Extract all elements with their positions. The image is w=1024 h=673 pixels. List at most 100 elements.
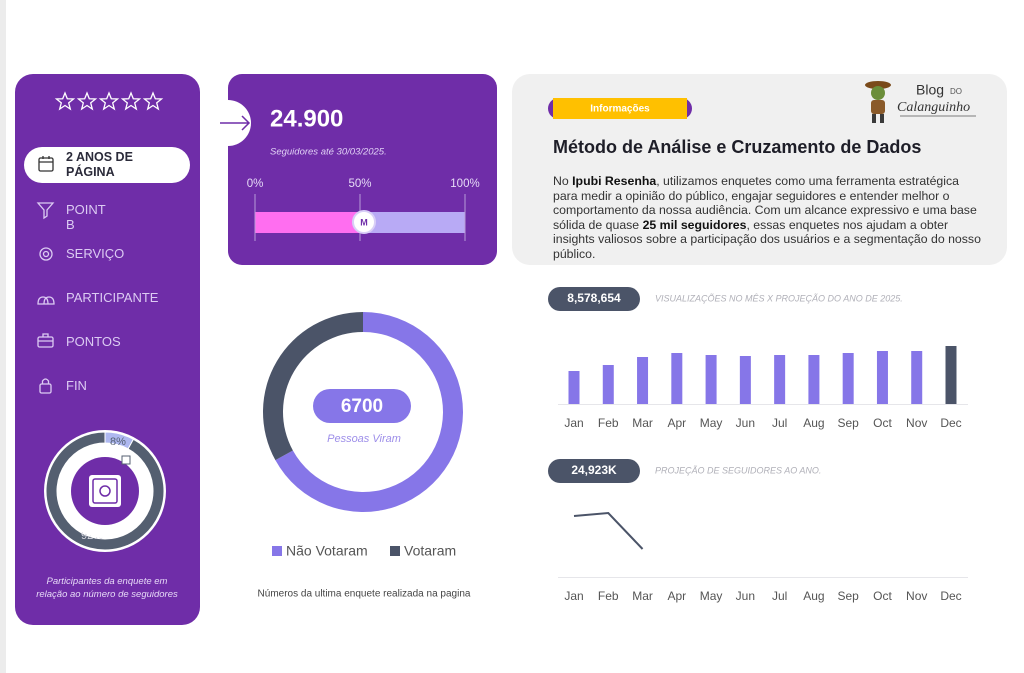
funnel-icon	[36, 202, 55, 220]
menu-item-active[interactable]: 2 ANOS DE PÁGINA	[66, 150, 133, 179]
followers-card	[228, 74, 497, 265]
menu-item[interactable]: PARTICIPANTE	[66, 290, 159, 305]
logo-do: DO	[950, 87, 962, 96]
logo-head	[871, 86, 885, 100]
bar	[842, 353, 854, 404]
logo-blog: Blog	[916, 82, 944, 98]
progress-fill	[255, 212, 360, 233]
logo-leg	[880, 114, 884, 123]
x-tick-label: Dec	[940, 416, 961, 430]
left-edge	[0, 0, 6, 673]
progress-tick-label: 50%	[348, 178, 371, 190]
bar	[739, 356, 751, 404]
x-tick-label: Jul	[772, 416, 787, 430]
bar	[705, 355, 717, 404]
lock-icon-shackle	[41, 378, 50, 384]
lock-icon	[39, 383, 52, 394]
logo: Blog DO Calanguinho	[865, 81, 976, 123]
bar	[945, 346, 957, 404]
menu-item[interactable]: SERVIÇO	[66, 246, 125, 261]
donut-marker	[121, 455, 131, 465]
x-tick-label: Nov	[906, 589, 927, 603]
menu-icons	[36, 156, 55, 394]
x-tick-label: May	[700, 589, 723, 603]
star	[142, 91, 164, 111]
calendar-icon	[38, 157, 54, 172]
views-badge	[548, 287, 640, 311]
center-pill	[313, 389, 411, 423]
views-badge-text: 8,578,654	[567, 291, 621, 305]
logo-hat	[865, 81, 891, 89]
x-tick-label: Sep	[838, 589, 860, 603]
views-chart: Jan Feb Mar Apr May Jun Jul Aug Sep Oct Nov Dec	[564, 346, 962, 430]
bar	[876, 351, 888, 404]
x-tick-label: Jun	[736, 416, 755, 430]
legend-label: Não Votaram	[286, 543, 368, 559]
bar	[568, 371, 580, 404]
x-tick-label: Apr	[667, 416, 686, 430]
x-tick-label: Aug	[803, 589, 824, 603]
body-segment: , utilizamos enquetes como uma ferrament…	[553, 174, 977, 232]
bar	[774, 355, 786, 404]
sidebar-caption: Participantes da enquete em relação ao n…	[36, 576, 178, 600]
info-title: Método de Análise e Cruzamento de Dados	[553, 137, 921, 157]
vote-caption: Números da ultima enquete realizada na p…	[258, 589, 471, 600]
legend-swatch	[390, 546, 400, 556]
safe-icon-door	[92, 478, 118, 504]
bar	[637, 357, 649, 404]
center-value: 6700	[341, 396, 383, 417]
bar	[911, 351, 923, 404]
body-segment: No	[553, 174, 573, 188]
bar	[602, 365, 614, 404]
followers-subtitle: Seguidores até 30/03/2025.	[270, 147, 387, 158]
active-menu-pill[interactable]	[24, 147, 190, 183]
people-icon	[37, 296, 55, 305]
progress-marker	[352, 210, 376, 234]
x-tick-label: Apr	[667, 589, 686, 603]
followers-badge	[548, 459, 640, 483]
x-tick-label: Sep	[838, 416, 860, 430]
progress-tick-label: 100%	[450, 178, 479, 190]
menu-item[interactable]: FIN	[66, 378, 87, 393]
x-tick-label: Oct	[873, 589, 892, 603]
body-segment: , essas enquetes nos ajudam a obter insi…	[553, 217, 981, 261]
followers-value: 24.900	[270, 105, 343, 132]
info-badge	[553, 98, 687, 119]
briefcase-icon-detail	[38, 333, 53, 342]
star	[98, 91, 120, 111]
legend-label: Votaram	[404, 543, 456, 559]
donut-slice	[45, 431, 165, 551]
x-tick-label: Jan	[564, 416, 583, 430]
progress-marker-label: M	[360, 217, 368, 227]
followers-title: PROJEÇÃO DE SEGUIDORES AO ANO.	[655, 465, 821, 475]
bar	[808, 355, 820, 404]
safe-icon-dial	[99, 485, 111, 497]
briefcase-icon	[37, 336, 54, 348]
line	[573, 511, 644, 550]
gear-icon	[39, 247, 53, 261]
vote-donut: 6700 Pessoas Viram Não Votaram Votaram Númer…	[258, 312, 471, 600]
star	[120, 91, 142, 111]
x-tick-label: Jun	[736, 589, 755, 603]
star	[54, 91, 76, 111]
legend-swatch	[272, 546, 282, 556]
body-segment: 25 mil seguidores	[642, 217, 747, 232]
donut-slice	[263, 312, 363, 461]
x-tick-label: Nov	[906, 416, 927, 430]
x-tick-label: May	[700, 416, 723, 430]
bar	[671, 353, 683, 404]
x-tick-label: Mar	[632, 589, 653, 603]
x-tick-label: Dec	[940, 589, 961, 603]
logo-name: Calanguinho	[897, 100, 970, 115]
arrow	[220, 115, 251, 131]
progress: 24.900 Seguidores até 30/03/2025. 0% 50% 100…	[247, 105, 480, 241]
x-tick-label: Jan	[564, 589, 583, 603]
followers-badge-text: 24,923K	[571, 463, 617, 477]
x-tick-label: Aug	[803, 416, 824, 430]
menu-item[interactable]: PONTOS	[66, 334, 121, 349]
menu-item[interactable]: POINT B	[66, 202, 106, 232]
followers-chart: Jan Feb Mar Apr May Jun Jul Aug Sep Oct Nov Dec	[564, 511, 962, 603]
gear-icon-center	[42, 250, 50, 258]
